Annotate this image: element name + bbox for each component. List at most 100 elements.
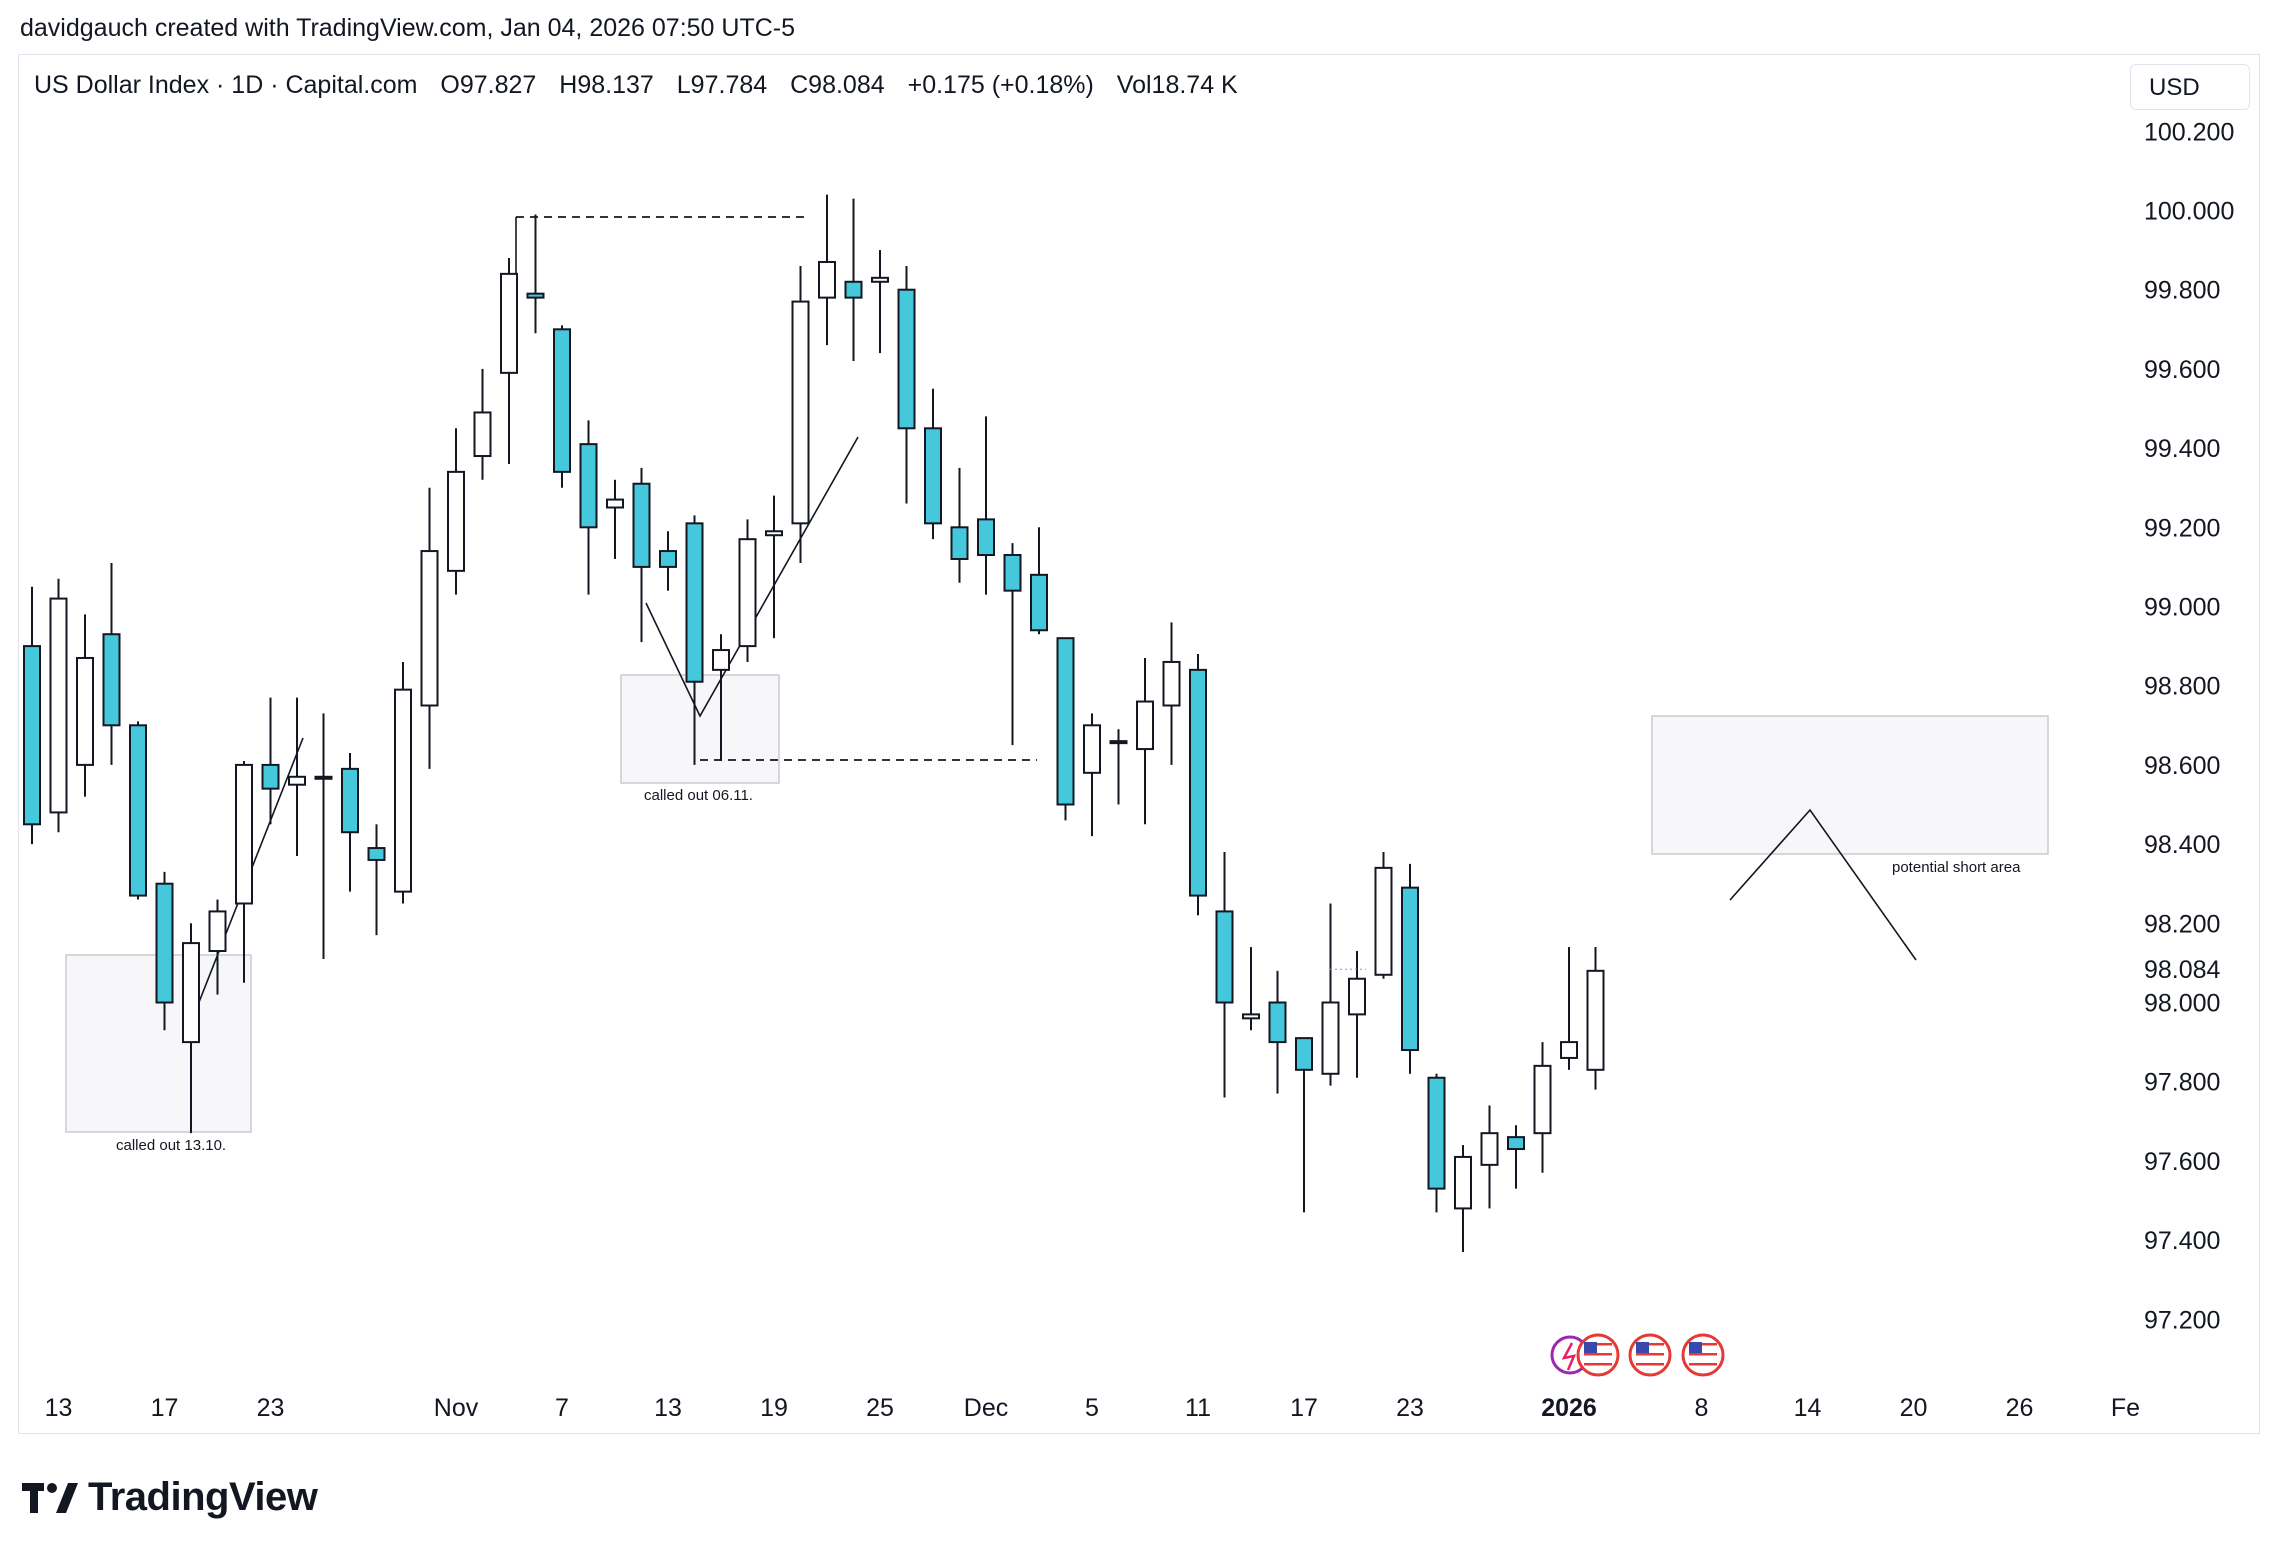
candle[interactable] [49,578,68,833]
candle[interactable] [1401,863,1419,1074]
candle[interactable] [1295,1037,1313,1213]
x-tick-label: 23 [1396,1394,1424,1422]
candle-body-bullish [473,411,492,458]
candle[interactable] [1374,852,1393,979]
economic-event-icon[interactable] [1681,1333,1725,1377]
candle-body-bullish [606,498,624,509]
x-tick-label: 25 [866,1394,894,1422]
candle[interactable] [1533,1042,1552,1173]
candle-body-bullish [394,688,412,893]
candle[interactable] [791,265,810,563]
candle[interactable] [1268,970,1287,1094]
trend-line-drawing[interactable] [645,436,859,718]
candle-body-bearish [1215,910,1234,1004]
candle[interactable] [1003,543,1022,746]
candle[interactable] [23,586,41,845]
candle[interactable] [871,250,889,354]
y-tick-label: 98.200 [2144,910,2220,938]
candle[interactable] [1480,1105,1499,1209]
candle[interactable] [1215,852,1234,1098]
candle-body-bullish [738,538,757,648]
candle[interactable] [1242,947,1260,1031]
candle-body-bullish [791,300,810,525]
ohlc-open: O97.827 [440,71,537,99]
tradingview-logo[interactable]: TradingView [22,1475,318,1520]
candle[interactable] [76,614,94,797]
candle-body-bearish [844,280,863,299]
y-tick-label: 99.400 [2144,435,2220,463]
candle-body-bearish [1268,1001,1287,1044]
y-tick-label: 97.400 [2144,1227,2220,1255]
economic-event-icon[interactable] [1628,1333,1672,1377]
candle[interactable] [818,194,836,346]
candle[interactable] [1321,903,1340,1086]
candle[interactable] [844,198,863,361]
candle[interactable] [950,467,969,583]
candle-body-bullish [208,910,227,953]
annotation-zone[interactable] [620,674,780,784]
candle[interactable] [1586,947,1605,1090]
candle[interactable] [208,899,227,995]
candle[interactable] [182,923,200,1134]
y-tick-label: 99.800 [2144,277,2220,305]
candle[interactable] [924,388,942,540]
candle[interactable] [1348,951,1366,1078]
candle[interactable] [659,531,677,591]
candle[interactable] [632,467,651,643]
currency-button[interactable]: USD [2130,64,2250,110]
x-tick-label: 8 [1695,1394,1709,1422]
candle[interactable] [1454,1145,1472,1252]
candle[interactable] [288,697,306,856]
candle[interactable] [261,697,280,825]
candle-body-bullish [288,775,306,786]
y-tick-label: 100.000 [2144,198,2234,226]
candle-body-bullish [1480,1132,1499,1166]
candle[interactable] [738,519,757,662]
candle[interactable] [1056,637,1075,821]
candle[interactable] [235,760,253,983]
candle-body-bearish [659,550,677,568]
candle[interactable] [685,515,704,765]
candle[interactable] [341,753,359,892]
x-tick-label: 26 [2006,1394,2034,1422]
candle[interactable] [712,634,730,761]
y-tick-label: 97.200 [2144,1306,2220,1334]
economic-event-icon[interactable] [1576,1333,1620,1377]
candle[interactable] [1109,729,1128,805]
candle[interactable] [553,325,571,488]
x-tick-label: 5 [1085,1394,1099,1422]
candle[interactable] [1083,713,1101,837]
annotation-zone[interactable] [1651,715,2049,855]
candle[interactable] [473,368,492,480]
candle[interactable] [977,416,995,595]
trend-line-drawing[interactable] [1729,808,1917,961]
candle[interactable] [420,487,439,769]
candle[interactable] [1162,622,1181,765]
candle-body-bullish [1242,1013,1260,1020]
candle-body-bullish [1533,1064,1552,1135]
candle[interactable] [579,420,598,595]
y-tick-label: 100.200 [2144,118,2234,146]
candle[interactable] [367,824,386,936]
candle[interactable] [765,495,783,639]
candle-body-bullish [182,942,200,1044]
candle[interactable] [102,562,121,765]
candle[interactable] [394,661,412,904]
candle[interactable] [1427,1073,1446,1213]
candle[interactable] [1136,657,1154,825]
candle[interactable] [314,713,333,959]
candle[interactable] [155,871,174,1031]
candle[interactable] [1560,947,1578,1070]
candle-body-bullish [1374,866,1393,976]
candle[interactable] [447,428,465,595]
candle[interactable] [1189,654,1207,916]
candle[interactable] [1030,527,1048,635]
symbol-name[interactable]: US Dollar Index · 1D · Capital.com [34,71,418,99]
candle[interactable] [1507,1125,1525,1189]
candle[interactable] [129,721,147,900]
candle[interactable] [897,265,916,504]
candle[interactable] [500,258,518,464]
candle[interactable] [606,479,624,559]
candle[interactable] [526,214,545,334]
